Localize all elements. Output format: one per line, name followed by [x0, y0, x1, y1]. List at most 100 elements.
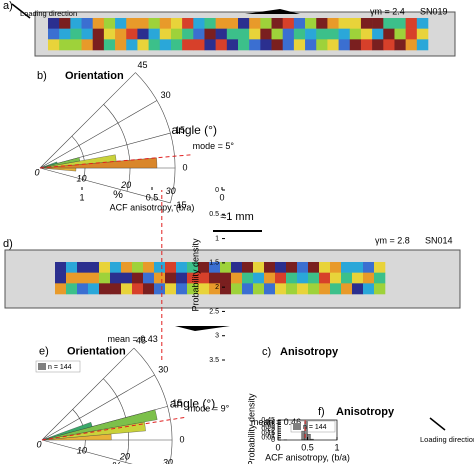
strip-cell: [99, 262, 110, 273]
strip-cell: [126, 39, 137, 50]
strip-cell: [394, 18, 405, 29]
strip-cell: [77, 273, 88, 284]
strip-cell: [48, 18, 59, 29]
theta-axis-label: angle (°): [170, 397, 216, 411]
strip-cell: [165, 273, 176, 284]
strip-cell: [330, 273, 341, 284]
strip-cell: [308, 283, 319, 294]
strip-cell: [283, 18, 294, 29]
legend-label: n = 144: [303, 424, 327, 431]
strip-cell: [406, 18, 417, 29]
angle-tick-label: 0: [182, 162, 187, 172]
strip-cell: [350, 29, 361, 40]
shear-strain: γm = 2.8: [375, 235, 410, 245]
scale-bar-label: ≈1 mm: [220, 211, 254, 223]
strip-cell: [327, 39, 338, 50]
strip-cell: [149, 29, 160, 40]
strip-cell: [264, 283, 275, 294]
strip-cell: [110, 273, 121, 284]
strip-cell: [352, 273, 363, 284]
legend-label: n = 144: [48, 364, 72, 371]
strip-cell: [227, 18, 238, 29]
legend-swatch: [38, 363, 46, 370]
strip-cell: [137, 39, 148, 50]
panel-label: b): [37, 70, 47, 82]
strip-cell: [220, 262, 231, 273]
strip-cell: [417, 18, 428, 29]
strip-cell: [216, 39, 227, 50]
strip-cell: [352, 262, 363, 273]
strip-cell: [363, 283, 374, 294]
strip-cell: [160, 39, 171, 50]
strip-cell: [126, 18, 137, 29]
strip-cell: [176, 273, 187, 284]
x-axis-label: ACF anisotropy, (b/a): [265, 452, 350, 462]
strip-cell: [104, 18, 115, 29]
strip-cell: [154, 283, 165, 294]
strip-cell: [193, 29, 204, 40]
mean-label: mean = 0.43: [108, 334, 158, 344]
strip-cell: [204, 39, 215, 50]
strip-cell: [253, 273, 264, 284]
strip-cell: [363, 262, 374, 273]
strip-cell: [66, 262, 77, 273]
strip-cell: [227, 39, 238, 50]
strip-cell: [115, 39, 126, 50]
strip-cell: [165, 283, 176, 294]
strip-cell: [253, 262, 264, 273]
strip-cell: [372, 29, 383, 40]
strip-cell: [339, 39, 350, 50]
strip-cell: [316, 39, 327, 50]
panel-label: a): [3, 0, 13, 12]
strip-cell: [59, 39, 70, 50]
x-tick-label: 0.5: [301, 442, 314, 452]
strip-cell: [308, 262, 319, 273]
strip-cell: [93, 18, 104, 29]
strip-cell: [110, 283, 121, 294]
y-axis-label: Probability density: [190, 238, 200, 312]
strip-cell: [330, 283, 341, 294]
panel-label: f): [318, 406, 325, 418]
strip-cell: [406, 39, 417, 50]
angle-grid-line: [42, 440, 168, 464]
strip-cell: [137, 18, 148, 29]
strip-cell: [59, 18, 70, 29]
chart-title: Anisotropy: [280, 346, 339, 358]
radial-tick-label: 0: [34, 167, 39, 177]
strip-cell: [238, 39, 249, 50]
strip-cell: [260, 18, 271, 29]
r-axis-label: %: [113, 189, 123, 201]
strip-cell: [394, 39, 405, 50]
chart-title: Orientation: [67, 346, 126, 358]
y-tick-label: 2.5: [209, 308, 219, 315]
strip-cell: [137, 29, 148, 40]
y-tick-label: 3.5: [209, 357, 219, 364]
strip-cell: [283, 29, 294, 40]
strip-cell: [249, 29, 260, 40]
sample-id: SN014: [425, 235, 453, 245]
x-tick-label: 1: [334, 442, 339, 452]
strip-cell: [77, 283, 88, 294]
strip-cell: [48, 29, 59, 40]
y-tick-label: 1.5: [209, 260, 219, 267]
histogram-bar: [302, 431, 305, 440]
y-tick-label: 3: [215, 333, 219, 340]
strip-cell: [305, 29, 316, 40]
strip-cell: [238, 18, 249, 29]
strip-cell: [110, 262, 121, 273]
strip-cell: [327, 18, 338, 29]
strip-cell: [330, 262, 341, 273]
strip-cell: [66, 283, 77, 294]
strip-cell: [383, 18, 394, 29]
angle-tick-label: 30: [161, 90, 171, 100]
strip-cell: [154, 262, 165, 273]
loading-arrow: [430, 418, 445, 430]
strip-cell: [383, 39, 394, 50]
strip-cell: [260, 29, 271, 40]
strip-cell: [260, 39, 271, 50]
y-tick-label: 0.5: [209, 211, 219, 218]
strip-cell: [294, 18, 305, 29]
strip-cell: [297, 273, 308, 284]
strip-cell: [143, 262, 154, 273]
